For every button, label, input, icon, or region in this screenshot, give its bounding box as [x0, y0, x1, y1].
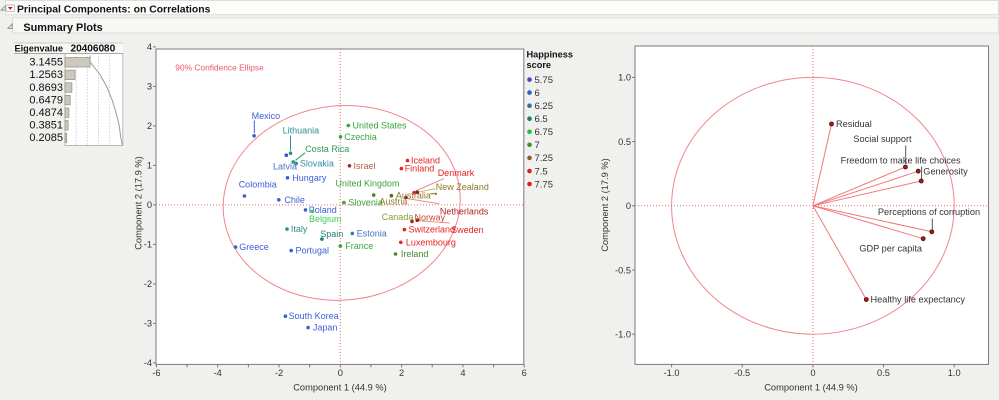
svg-text:Summary Plots: Summary Plots [23, 22, 102, 34]
svg-text:score: score [527, 60, 552, 70]
svg-text:Component 1 (44.9 %): Component 1 (44.9 %) [764, 383, 858, 393]
svg-text:0: 0 [338, 368, 343, 378]
svg-text:-4: -4 [214, 368, 222, 378]
svg-text:GDP per capita: GDP per capita [859, 243, 923, 253]
svg-text:Mexico: Mexico [252, 111, 281, 121]
svg-text:0.4874: 0.4874 [29, 107, 63, 119]
svg-text:6: 6 [535, 88, 540, 99]
svg-text:0: 0 [810, 368, 815, 378]
svg-text:-2: -2 [275, 368, 283, 378]
svg-text:6.25: 6.25 [535, 101, 554, 112]
svg-text:0.8693: 0.8693 [29, 82, 63, 94]
svg-text:4: 4 [147, 42, 152, 52]
svg-text:Generosity: Generosity [923, 167, 968, 177]
svg-text:6: 6 [522, 368, 527, 378]
svg-text:6.75: 6.75 [535, 127, 554, 138]
svg-text:0: 0 [147, 200, 152, 210]
svg-text:Iceland: Iceland [411, 156, 440, 166]
svg-text:Slovenia: Slovenia [348, 198, 383, 208]
svg-text:Chile: Chile [284, 195, 305, 205]
svg-text:90% Confidence Ellipse: 90% Confidence Ellipse [175, 62, 264, 72]
svg-text:4: 4 [460, 368, 465, 378]
svg-text:1: 1 [147, 161, 152, 171]
svg-text:Estonia: Estonia [357, 229, 387, 239]
svg-text:0.5: 0.5 [877, 368, 890, 378]
svg-text:France: France [345, 241, 373, 251]
svg-text:South Korea: South Korea [289, 311, 339, 321]
svg-text:Lithuania: Lithuania [283, 126, 320, 136]
svg-text:-2: -2 [144, 279, 152, 289]
svg-text:Czechia: Czechia [344, 132, 377, 142]
svg-text:-0.5: -0.5 [615, 265, 631, 275]
svg-text:Component 1 (44.9 %): Component 1 (44.9 %) [293, 383, 387, 393]
svg-text:United Kingdom: United Kingdom [336, 179, 400, 189]
svg-text:0.3851: 0.3851 [29, 120, 63, 132]
svg-text:-3: -3 [144, 319, 152, 329]
svg-text:7: 7 [535, 140, 540, 151]
svg-text:-1.0: -1.0 [615, 330, 631, 340]
svg-text:Residual: Residual [836, 119, 872, 129]
svg-text:1.2563: 1.2563 [29, 69, 63, 81]
svg-text:Social support: Social support [853, 134, 912, 144]
svg-text:Austria: Austria [379, 197, 407, 207]
svg-text:Canada: Canada [382, 212, 414, 222]
svg-text:Norway: Norway [415, 212, 446, 222]
svg-text:Israel: Israel [354, 161, 376, 171]
svg-text:0.6479: 0.6479 [29, 94, 63, 106]
svg-text:3.1455: 3.1455 [29, 57, 63, 69]
svg-text:-4: -4 [144, 358, 152, 368]
svg-text:5.75: 5.75 [535, 75, 554, 86]
svg-text:1.0: 1.0 [948, 368, 961, 378]
svg-text:1.0: 1.0 [618, 73, 631, 83]
svg-text:Australia: Australia [396, 191, 431, 201]
svg-text:Portugal: Portugal [296, 246, 330, 256]
svg-text:2: 2 [147, 121, 152, 131]
svg-text:Healthy life expectancy: Healthy life expectancy [871, 295, 966, 305]
svg-text:Freedom to make life choices: Freedom to make life choices [841, 155, 961, 165]
svg-text:2: 2 [399, 368, 404, 378]
svg-text:Luxembourg: Luxembourg [406, 237, 456, 247]
svg-text:6.5: 6.5 [535, 114, 548, 125]
svg-text:Slovakia: Slovakia [300, 159, 334, 169]
svg-text:New Zealand: New Zealand [436, 182, 489, 192]
svg-text:-6: -6 [152, 368, 160, 378]
svg-text:Colombia: Colombia [239, 180, 277, 190]
svg-text:-1.0: -1.0 [664, 368, 680, 378]
svg-text:Eigenvalue: Eigenvalue [14, 43, 63, 53]
svg-text:Belgium: Belgium [309, 214, 342, 224]
svg-text:0: 0 [626, 201, 631, 211]
svg-text:Component 2 (17.9 %): Component 2 (17.9 %) [134, 156, 144, 250]
svg-text:-1: -1 [144, 240, 152, 250]
svg-text:40: 40 [82, 43, 94, 54]
svg-text:0.5: 0.5 [618, 137, 631, 147]
svg-text:60: 60 [93, 43, 105, 54]
svg-text:Principal Components: on Corre: Principal Components: on Correlations [17, 4, 211, 15]
svg-text:Costa Rica: Costa Rica [305, 144, 349, 154]
svg-text:Netherlands: Netherlands [440, 206, 489, 216]
svg-text:Poland: Poland [309, 205, 337, 215]
svg-text:Spain: Spain [320, 229, 343, 239]
svg-text:Italy: Italy [291, 224, 308, 234]
svg-text:Component 2 (17.9 %): Component 2 (17.9 %) [600, 158, 610, 252]
svg-text:Greece: Greece [239, 242, 269, 252]
svg-text:Hungary: Hungary [292, 173, 327, 183]
svg-text:Finland: Finland [405, 164, 435, 174]
svg-text:Japan: Japan [313, 323, 338, 333]
svg-text:Ireland: Ireland [401, 249, 429, 259]
svg-text:7.5: 7.5 [535, 166, 548, 177]
svg-text:Happiness: Happiness [527, 49, 573, 59]
svg-text:Perceptions of corruption: Perceptions of corruption [878, 207, 980, 217]
svg-text:3: 3 [147, 82, 152, 92]
svg-text:Sweden: Sweden [451, 225, 484, 235]
svg-text:7.75: 7.75 [535, 179, 554, 190]
svg-text:Latvia: Latvia [273, 161, 297, 171]
svg-text:7.25: 7.25 [535, 153, 554, 164]
svg-text:-0.5: -0.5 [734, 368, 750, 378]
svg-text:United States: United States [353, 121, 408, 131]
svg-text:Switzerland: Switzerland [409, 225, 456, 235]
svg-text:80: 80 [104, 43, 116, 54]
svg-text:Denmark: Denmark [438, 168, 475, 178]
svg-text:20: 20 [71, 43, 83, 54]
svg-text:0.2085: 0.2085 [29, 132, 63, 144]
